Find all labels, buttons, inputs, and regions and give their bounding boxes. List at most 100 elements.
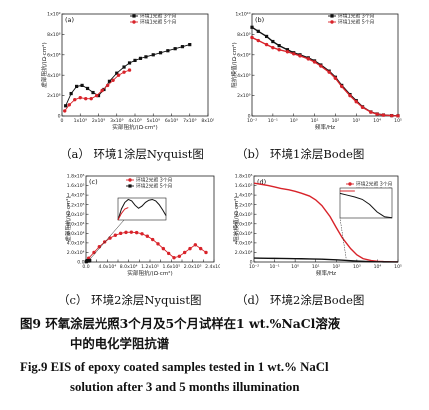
x-tick-label: 1.6x10⁵: [162, 264, 180, 270]
x-tick-label: 2.0x10⁵: [184, 264, 202, 270]
x-axis-label: 实部阻抗/(Ω·cm²): [127, 269, 172, 277]
data-point: [193, 243, 198, 247]
x-tick-label: 10⁵: [394, 118, 402, 124]
data-point: [96, 94, 101, 98]
y-tick-label: 1.4x10⁵: [235, 193, 253, 199]
data-point: [250, 35, 254, 40]
y-tick-label: 4x10⁸: [47, 73, 60, 79]
panel-label: (b): [255, 16, 264, 24]
y-tick-label: 8x10⁸: [47, 32, 60, 38]
data-point: [306, 57, 310, 61]
y-axis-label: 虚部阻抗/(Ω·cm²): [64, 196, 72, 241]
legend-label: 环境2光照 3个月: [136, 177, 172, 184]
x-tick-label: 2x10⁹: [92, 118, 105, 124]
data-point: [129, 230, 134, 234]
data-point: [188, 246, 192, 251]
x-tick-label: 4x10⁹: [128, 118, 141, 124]
y-axis-label: 阻抗模值/(Ω·cm²): [232, 196, 240, 241]
data-point: [161, 246, 166, 251]
inset-series-line: [339, 192, 393, 219]
x-tick-label: 10⁴: [373, 118, 381, 124]
inset-series-line: [117, 207, 129, 221]
data-point: [144, 55, 148, 59]
data-point: [115, 71, 119, 75]
y-tick-label: 1.0x10⁵: [67, 212, 85, 218]
data-point: [140, 232, 144, 236]
data-point: [292, 52, 296, 56]
data-point: [319, 64, 323, 68]
plot-frame: [61, 13, 209, 117]
y-tick-label: 1.8x10⁵: [235, 174, 253, 180]
y-tick-label: 2.0x10⁴: [67, 250, 85, 256]
legend-marker: [330, 20, 334, 24]
panel-a: 0 1x10⁹ 2x10⁹ 3x10⁹ 4x10⁹ 5x10⁹ 6x10⁹ 7x10⁹ 8x10…: [38, 8, 214, 136]
data-point: [285, 48, 290, 52]
chart-c-svg: 0.0 4.0x10⁴ 8.0x10⁴ 1.2x10⁵ 1.6x10⁵ 2.0x10⁵ 2.…: [64, 174, 220, 277]
data-point: [145, 234, 150, 238]
data-point: [100, 88, 104, 93]
data-point: [92, 250, 96, 255]
x-tick-label: 5x10⁹: [147, 118, 160, 124]
x-tick-label: 10⁻²: [247, 118, 257, 124]
y-tick-label: 2x10⁹: [237, 93, 250, 99]
data-point: [204, 250, 208, 255]
data-point: [312, 60, 317, 64]
x-axis-label: 频率/Hz: [315, 123, 335, 131]
series-0: [250, 25, 400, 118]
y-tick-label: 8.0x10⁴: [67, 221, 85, 227]
y-tick-label: 2.0x10⁴: [235, 250, 253, 256]
legend-marker: [128, 178, 132, 182]
data-point: [102, 87, 106, 92]
data-point: [198, 246, 203, 251]
data-point: [122, 70, 126, 74]
y-tick-label: 0: [58, 114, 61, 120]
figure-caption-zh-1: 图9 环氧涂层光照3个月及5个月试样在1 wt.%NaCl溶液: [20, 316, 341, 331]
data-point: [256, 38, 260, 43]
x-tick-label: 10²: [332, 118, 340, 124]
caption-d: （d） 环境2涂层Bode图: [236, 293, 365, 307]
data-point: [63, 109, 67, 113]
caption-a: （a） 环境1涂层Nyquist图: [60, 147, 204, 161]
data-point: [91, 90, 95, 95]
x-tick-label: 1.2x10⁵: [141, 264, 159, 270]
inset-pointer: [339, 217, 347, 259]
inset-plot: [117, 197, 167, 221]
x-tick-label: 10⁻¹: [270, 264, 280, 270]
data-point: [250, 25, 254, 29]
x-tick-label: 10¹: [311, 118, 319, 124]
data-point: [150, 237, 155, 242]
y-tick-label: 6.0x10⁴: [235, 231, 253, 237]
data-point: [173, 47, 177, 51]
panel-label: (c): [89, 178, 98, 186]
data-point: [108, 236, 112, 240]
chart-a-svg: 0 1x10⁹ 2x10⁹ 3x10⁹ 4x10⁹ 5x10⁹ 6x10⁹ 7x10⁹ 8x10…: [40, 12, 214, 131]
data-point: [381, 113, 386, 117]
x-tick-label: 10⁴: [374, 264, 382, 270]
data-point: [166, 251, 171, 256]
panel-d: 10⁻² 10⁻¹ 10⁰ 10¹ 10² 10³ 10⁴ 10⁵ 0 2.0x10⁴ 4.0x10…: [228, 170, 404, 282]
figure-caption-en-1: Fig.9 EIS of epoxy coated samples tested…: [20, 360, 329, 374]
plot-frame: [251, 13, 399, 117]
chart-d-svg: 10⁻² 10⁻¹ 10⁰ 10¹ 10² 10³ 10⁴ 10⁵ 0 2.0x10⁴ 4.0x10…: [232, 174, 402, 277]
x-tick-label: 10⁻²: [249, 264, 259, 270]
figure-caption-zh-2: 中的电化学阻抗谱: [70, 336, 170, 351]
y-tick-label: 1x10⁹: [47, 12, 60, 18]
x-tick-label: 0.0: [82, 264, 89, 270]
legend-label: 环境2光照 5个月: [136, 183, 172, 190]
data-point: [369, 110, 373, 114]
caption-b: （b） 环境1涂层Bode图: [236, 147, 365, 161]
data-point: [138, 56, 143, 60]
data-point: [348, 93, 352, 98]
data-point: [188, 43, 192, 47]
data-point: [105, 83, 110, 88]
series-1: [250, 35, 400, 118]
data-point: [166, 49, 170, 53]
y-tick-label: 6x10⁹: [237, 52, 250, 58]
data-point: [127, 61, 132, 65]
legend-label: 环境1光照 5个月: [338, 19, 374, 26]
chart-b-svg: 10⁻² 10⁻¹ 10⁰ 10¹ 10² 10³ 10⁴ 10⁵ 0 2x10⁹ 4x10⁹ 6x1…: [230, 12, 402, 131]
y-tick-label: 1.4x10⁵: [67, 193, 85, 199]
panel-b: 10⁻² 10⁻¹ 10⁰ 10¹ 10² 10³ 10⁴ 10⁵ 0 2x10⁹ 4x10⁹ 6x1…: [228, 8, 404, 136]
data-point: [327, 70, 331, 74]
data-point: [340, 84, 344, 89]
